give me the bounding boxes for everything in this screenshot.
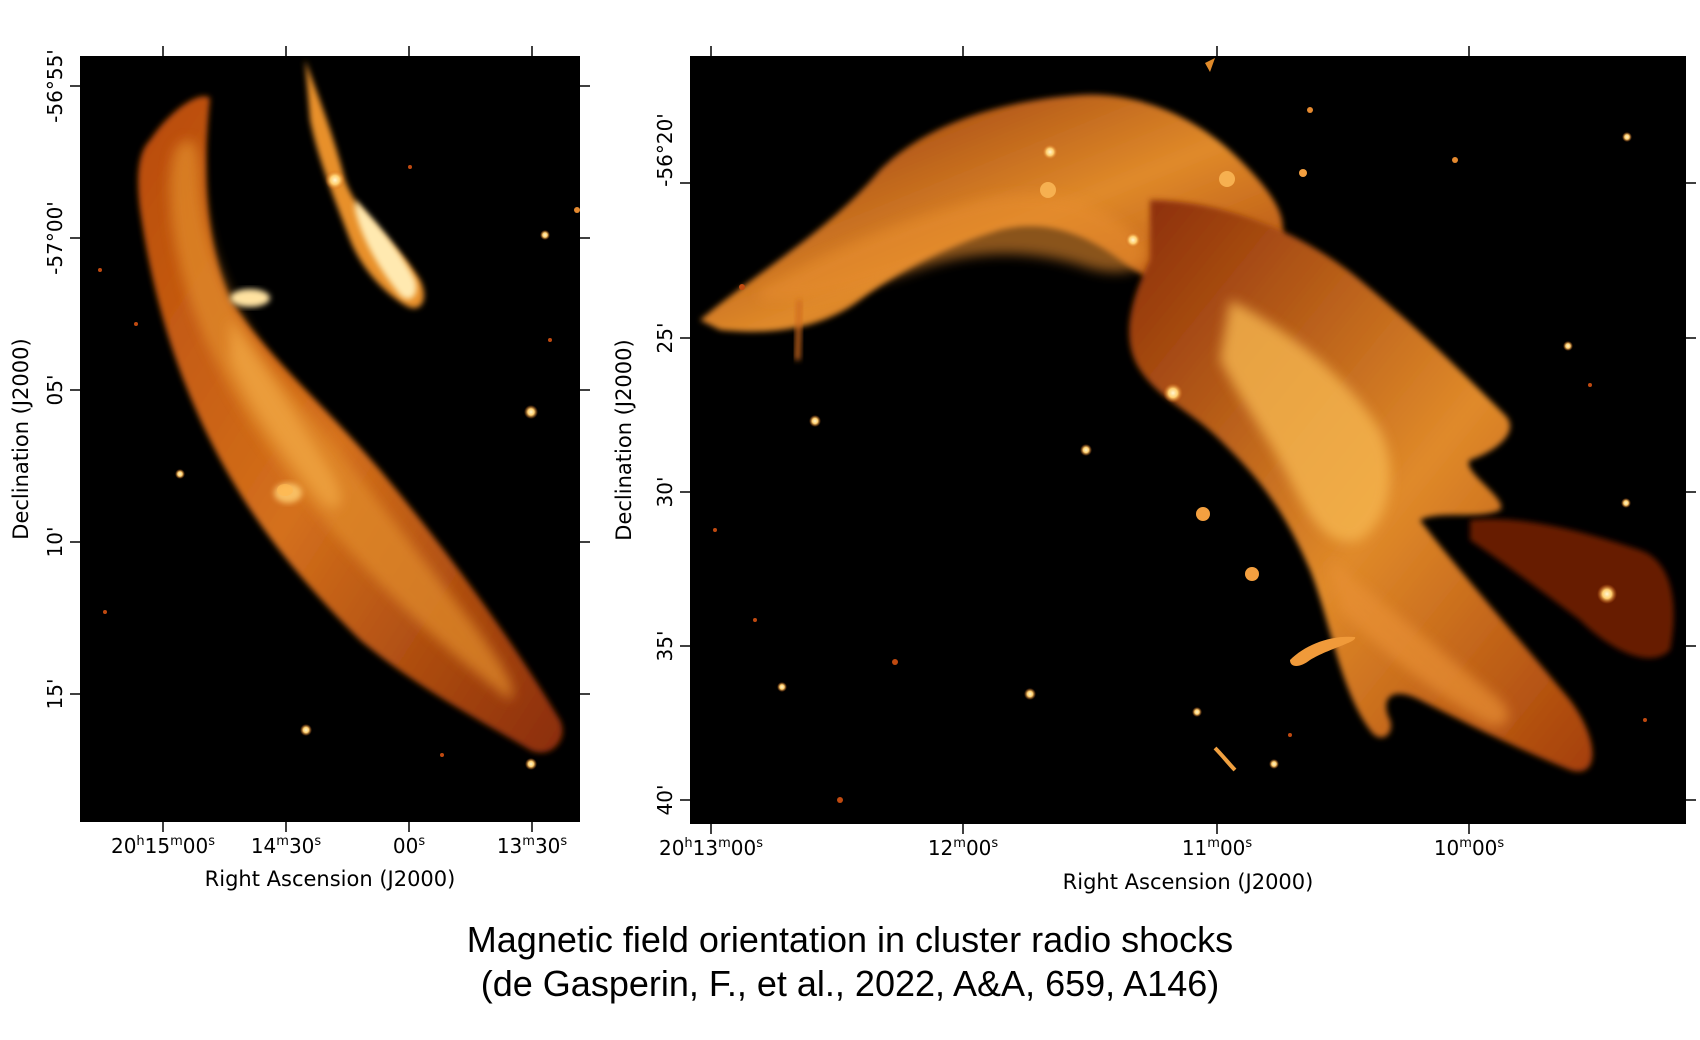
left-y-tick-2: -57°00': [43, 201, 67, 275]
right-panel: 20h13m00s 12m00s 11m00s 10m00s -56°20' 2…: [612, 46, 1696, 894]
right-ticks: [680, 46, 1696, 834]
right-x-tick-3: 11m00s: [1182, 836, 1253, 860]
left-y-tick-1: -56°55': [43, 49, 67, 123]
caption-line-1: Magnetic field orientation in cluster ra…: [466, 919, 1234, 960]
left-y-tick-3: 05': [43, 375, 67, 406]
left-y-tick-5: 15': [43, 679, 67, 710]
right-y-axis-label: Declination (J2000): [612, 339, 636, 540]
caption-line-2: (de Gasperin, F., et al., 2022, A&A, 659…: [480, 963, 1220, 1004]
right-relic-emission: [700, 58, 1674, 803]
left-x-tick-4: 13m30s: [497, 834, 568, 858]
left-ticks: [70, 46, 590, 832]
right-y-tick-3: 30': [653, 477, 677, 508]
left-y-axis-label: Declination (J2000): [9, 338, 33, 539]
right-x-axis-label: Right Ascension (J2000): [1063, 870, 1314, 894]
right-y-tick-2: 25': [653, 323, 677, 354]
figure-caption: Magnetic field orientation in cluster ra…: [0, 918, 1700, 1006]
right-y-tick-5: 40': [653, 785, 677, 816]
left-x-tick-2: 14m30s: [251, 834, 322, 858]
right-y-tick-4: 35': [653, 631, 677, 662]
left-y-tick-4: 10': [43, 527, 67, 558]
left-x-axis-label: Right Ascension (J2000): [205, 867, 456, 891]
left-x-tick-3: 00s: [393, 834, 425, 858]
left-relic-emission: [98, 60, 580, 770]
left-panel: 20h15m00s 14m30s 00s 13m30s -56°55' -57°…: [9, 46, 590, 891]
right-x-tick-1: 20h13m00s: [659, 836, 763, 860]
right-y-tick-1: -56°20': [653, 113, 677, 187]
right-x-tick-2: 12m00s: [928, 836, 999, 860]
left-x-tick-1: 20h15m00s: [111, 834, 215, 858]
right-x-tick-4: 10m00s: [1434, 836, 1505, 860]
